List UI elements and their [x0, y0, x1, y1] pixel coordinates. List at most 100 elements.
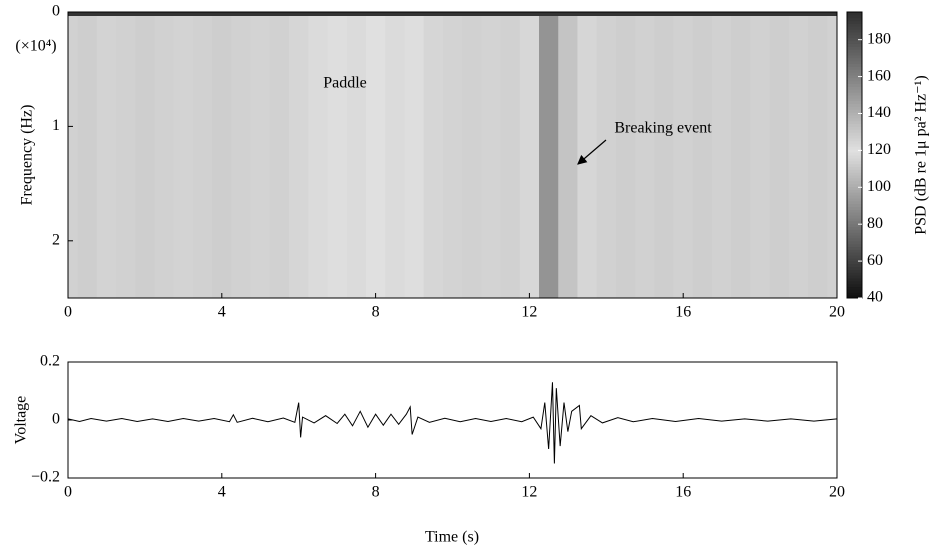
colorbar-step	[847, 175, 862, 179]
heatmap-column	[481, 12, 502, 298]
heatmap-column	[462, 12, 482, 298]
colorbar-step	[847, 12, 862, 16]
colorbar-step	[847, 20, 862, 24]
colorbar-step	[847, 149, 862, 153]
colorbar-tick-label: 120	[867, 141, 891, 158]
colorbar-step	[847, 89, 862, 93]
heatmap-column	[635, 12, 655, 298]
heatmap-column	[500, 12, 521, 298]
colorbar-step	[847, 43, 862, 47]
x-tick-label: 20	[829, 304, 845, 321]
colorbar-step	[847, 134, 862, 139]
heatmap-column	[423, 12, 444, 298]
low-frequency-band	[68, 12, 837, 16]
colorbar-step	[847, 137, 862, 142]
x-tick-label: 16	[675, 484, 691, 501]
y-tick-label: 0.2	[40, 353, 60, 370]
colorbar-step	[847, 195, 862, 199]
colorbar-step	[847, 240, 862, 245]
colorbar-step	[847, 77, 862, 82]
y-tick-label: 0	[52, 411, 60, 428]
colorbar-tick-label: 180	[867, 30, 891, 47]
colorbar-tick-label: 100	[867, 178, 891, 195]
colorbar-step	[847, 32, 862, 36]
colorbar-step	[847, 189, 862, 193]
colorbar-step	[847, 252, 862, 256]
colorbar-step	[847, 180, 862, 185]
colorbar-step	[847, 120, 862, 125]
colorbar-step	[847, 46, 862, 50]
heatmap-column	[327, 12, 348, 298]
heatmap-column	[596, 12, 617, 298]
heatmap-column	[173, 12, 194, 298]
colorbar-step	[847, 217, 862, 222]
colorbar-step	[847, 143, 862, 147]
colorbar-step	[847, 286, 862, 290]
colorbar-tick-label: 60	[867, 252, 883, 269]
colorbar-step	[847, 246, 862, 250]
colorbar-step	[847, 49, 862, 53]
heatmap-column	[289, 12, 309, 298]
colorbar-step	[847, 112, 862, 116]
y-axis-label: Frequency (Hz)	[19, 105, 36, 206]
x-axis-label: Time (s)	[425, 529, 479, 546]
heatmap-column	[192, 12, 213, 298]
x-tick-label: 4	[218, 304, 226, 321]
colorbar-step	[847, 152, 862, 156]
colorbar-tick-label: 40	[867, 289, 883, 306]
colorbar-step	[847, 249, 862, 253]
colorbar-step	[847, 283, 862, 288]
colorbar-step	[847, 243, 862, 248]
colorbar-step	[847, 114, 862, 119]
x-tick-label: 16	[675, 304, 691, 321]
colorbar-step	[847, 169, 862, 173]
colorbar-step	[847, 23, 862, 27]
heatmap-column	[308, 12, 329, 298]
colorbar-step	[847, 209, 862, 213]
colorbar-label: PSD (dB re 1μ pa² Hz⁻¹)	[913, 75, 930, 234]
heatmap-column	[154, 12, 175, 298]
heatmap-column	[577, 12, 598, 298]
colorbar-step	[847, 157, 862, 162]
colorbar-step	[847, 94, 862, 99]
colorbar-step	[847, 263, 862, 268]
heatmap-column	[769, 12, 790, 298]
annotation: Breaking event	[614, 120, 712, 137]
heatmap-column	[96, 12, 117, 298]
heatmap-column	[442, 12, 463, 298]
colorbar-step	[847, 177, 862, 182]
heatmap-column	[365, 12, 386, 298]
annotation-arrow	[577, 139, 607, 165]
colorbar-step	[847, 200, 862, 205]
colorbar-step	[847, 155, 862, 159]
colorbar-step	[847, 203, 862, 207]
colorbar-step	[847, 40, 862, 44]
colorbar-step	[847, 197, 862, 202]
colorbar-step	[847, 172, 862, 176]
colorbar-step	[847, 17, 862, 22]
colorbar-step	[847, 106, 862, 110]
heatmap-column	[558, 12, 578, 298]
colorbar-step	[847, 280, 862, 285]
heatmap-column	[654, 12, 675, 298]
colorbar-step	[847, 292, 862, 296]
colorbar-step	[847, 52, 862, 56]
heatmap-column	[731, 12, 751, 298]
x-tick-label: 8	[372, 484, 380, 501]
colorbar-step	[847, 34, 862, 39]
colorbar-step	[847, 132, 862, 136]
annotation: Paddle	[323, 75, 367, 92]
heatmap-column	[673, 12, 694, 298]
heatmap-column	[231, 12, 252, 298]
colorbar-step	[847, 26, 862, 30]
colorbar-step	[847, 212, 862, 216]
colorbar-step	[847, 166, 862, 170]
heatmap-column	[404, 12, 425, 298]
heatmap-column	[712, 12, 732, 298]
colorbar-step	[847, 140, 862, 145]
colorbar-step	[847, 229, 862, 233]
colorbar-step	[847, 235, 862, 239]
colorbar-step	[847, 186, 862, 190]
colorbar-step	[847, 29, 862, 33]
colorbar-step	[847, 66, 862, 70]
